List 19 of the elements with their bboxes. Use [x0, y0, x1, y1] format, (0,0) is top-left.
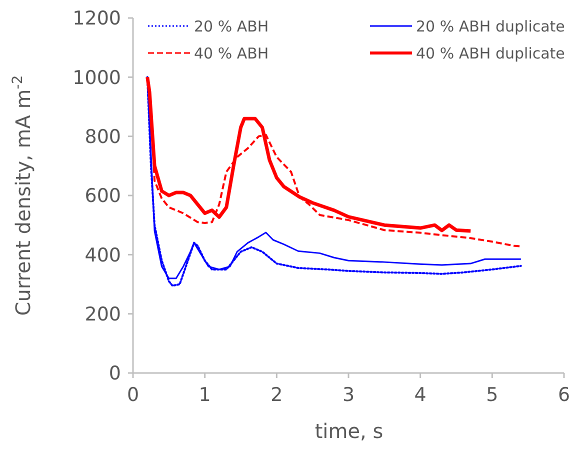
x-tick-label: 2: [270, 384, 283, 406]
legend-label: 20 % ABH duplicate: [416, 17, 565, 36]
x-tick-label: 1: [198, 384, 211, 406]
y-tick-label: 200: [84, 303, 121, 326]
x-tick-label: 3: [342, 384, 355, 406]
legend-label: 40 % ABH: [194, 44, 269, 62]
y-tick-label: 1200: [72, 8, 121, 30]
legend-label: 20 % ABH: [194, 17, 269, 36]
y-tick-label: 800: [84, 126, 121, 148]
y-tick-label: 400: [84, 244, 121, 266]
y-tick-label: 0: [108, 362, 121, 385]
x-tick-label: 0: [126, 384, 140, 406]
x-axis-title: time, s: [314, 419, 384, 443]
x-tick-label: 5: [486, 384, 498, 406]
y-tick-label: 600: [84, 185, 121, 208]
x-tick-label: 6: [558, 384, 570, 406]
legend-label: 40 % ABH duplicate: [416, 44, 565, 62]
x-tick-label: 4: [414, 384, 426, 406]
y-tick-label: 1000: [72, 66, 121, 89]
